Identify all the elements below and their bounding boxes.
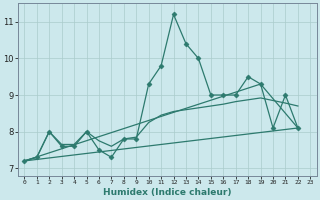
X-axis label: Humidex (Indice chaleur): Humidex (Indice chaleur) <box>103 188 232 197</box>
